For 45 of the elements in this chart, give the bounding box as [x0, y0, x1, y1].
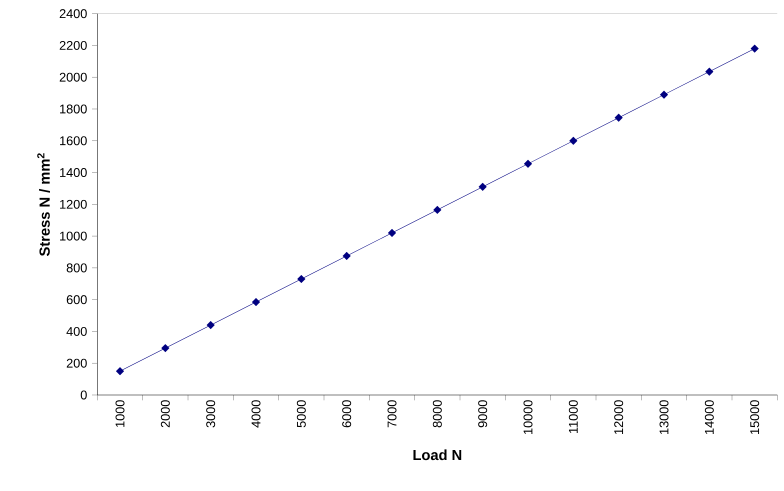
y-tick-label: 600 — [66, 295, 87, 304]
y-tick-label: 800 — [66, 263, 87, 272]
x-tick-label: 8000 — [432, 400, 442, 428]
point — [342, 252, 351, 260]
point — [614, 114, 623, 122]
point — [388, 228, 396, 237]
x-tick-label: 10000 — [524, 400, 532, 434]
x-tick-label: 5000 — [296, 400, 306, 428]
y-tick-label: 2200 — [60, 40, 87, 50]
point — [297, 275, 306, 284]
point — [161, 344, 170, 352]
x-tick-label: 13000 — [660, 400, 668, 434]
point — [524, 160, 532, 168]
x-tick-label: 3000 — [206, 400, 216, 428]
x-tick-label: 15000 — [750, 400, 760, 434]
y-tick-label: 200 — [66, 358, 87, 368]
y-tick-label: 2000 — [60, 72, 87, 82]
y-tick-label: 1000 — [60, 232, 87, 241]
x-tick-label: 11000 — [568, 400, 578, 434]
point — [750, 44, 759, 53]
point — [206, 321, 215, 330]
y-axis-title: Stress N / mm$^{2}$ — [37, 153, 50, 256]
x-tick-label: 2000 — [160, 400, 170, 428]
point — [660, 90, 668, 99]
x-tick-label: 7000 — [388, 400, 396, 428]
x-tick-label: 14000 — [704, 400, 714, 434]
x-tick-label: 1000 — [116, 400, 124, 427]
x-tick-label: 6000 — [342, 400, 352, 428]
y-tick-label: 1400 — [60, 168, 87, 178]
point — [569, 136, 578, 145]
x-axis-title: Load N — [413, 449, 462, 460]
x-tick-label: 4000 — [252, 400, 260, 428]
point — [116, 367, 124, 376]
y-tick-label: 1600 — [60, 136, 87, 146]
y-tick-label: 1200 — [60, 200, 87, 209]
point — [478, 182, 487, 191]
x-tick-label: 9000 — [478, 400, 488, 428]
y-tick-label: 400 — [66, 326, 87, 336]
x-tick-label: 12000 — [614, 400, 624, 434]
point — [433, 206, 442, 214]
y-tick-label: 2400 — [60, 9, 87, 18]
point — [252, 298, 260, 306]
point — [705, 68, 714, 76]
y-tick-label: 0 — [80, 390, 87, 400]
y-tick-label: 1800 — [60, 104, 87, 114]
